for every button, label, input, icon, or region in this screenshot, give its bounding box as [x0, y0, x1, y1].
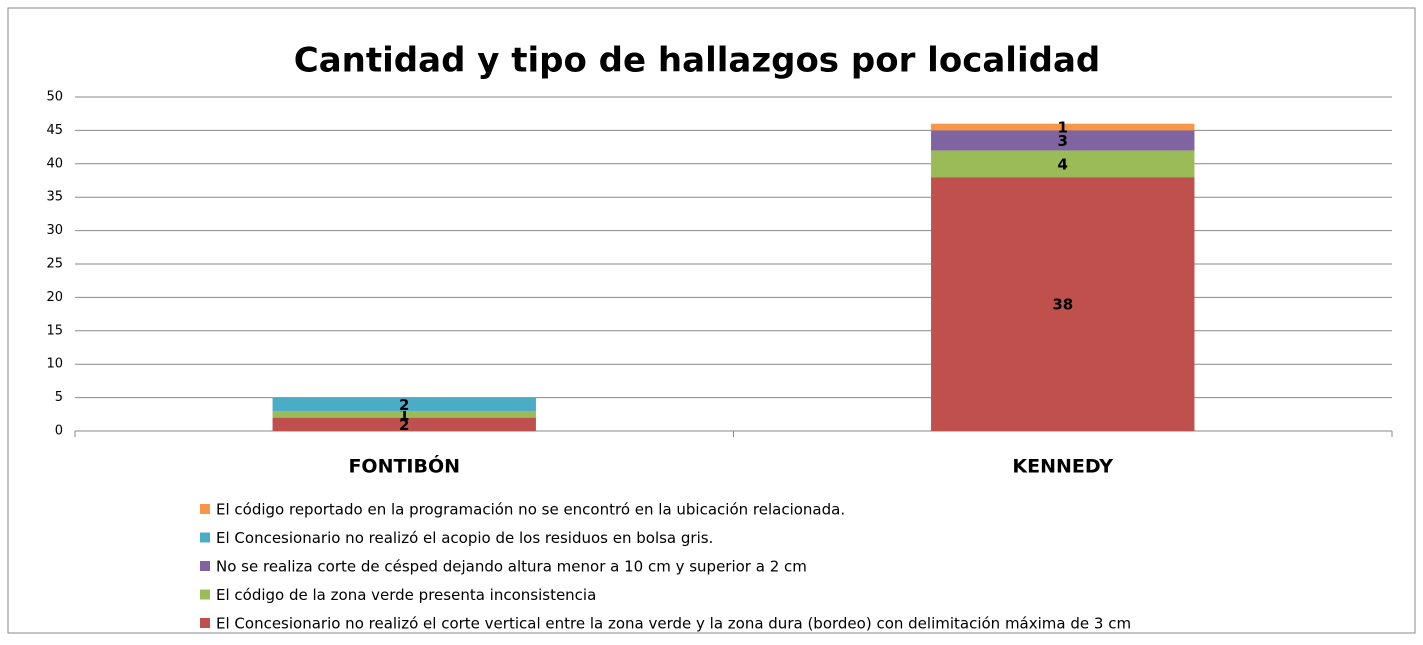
bar-segment [931, 177, 1195, 431]
legend-label: El código reportado en la programación n… [216, 501, 845, 519]
data-label: 3 [1058, 132, 1068, 150]
y-tick-label: 45 [46, 123, 63, 138]
data-label: 38 [1052, 296, 1073, 314]
bar-segment [931, 130, 1195, 151]
bar-segment [272, 417, 536, 431]
legend-swatch [200, 532, 210, 543]
y-tick-label: 15 [46, 323, 63, 338]
legend-label: El código de la zona verde presenta inco… [216, 586, 596, 604]
y-tick-label: 30 [46, 223, 63, 238]
data-label: 4 [1058, 155, 1068, 173]
y-tick-label: 50 [46, 90, 63, 105]
y-tick-label: 0 [55, 424, 63, 439]
y-tick-label: 25 [46, 257, 63, 272]
y-tick-label: 20 [46, 290, 63, 305]
y-tick-label: 40 [46, 156, 63, 171]
data-label: 2 [399, 416, 409, 434]
data-label: 2 [399, 396, 409, 414]
legend-swatch [200, 561, 210, 571]
legend-swatch [200, 618, 210, 628]
y-tick-label: 35 [46, 190, 63, 205]
data-label: 1 [399, 406, 409, 424]
legend-swatch [200, 504, 210, 514]
legend-swatch [200, 589, 210, 600]
legend-label: El Concesionario no realizó el corte ver… [216, 615, 1131, 633]
legend-label: El Concesionario no realizó el acopio de… [216, 529, 713, 547]
data-label: 1 [1058, 119, 1068, 137]
x-tick-label: KENNEDY [1012, 456, 1113, 478]
bar-segment [272, 410, 536, 418]
bar-segment [931, 123, 1195, 131]
bar-segment [272, 397, 536, 411]
y-tick-label: 5 [55, 390, 63, 405]
legend-label: No se realiza corte de césped dejando al… [216, 558, 807, 576]
y-tick-label: 10 [46, 357, 63, 372]
chart-title: Cantidad y tipo de hallazgos por localid… [294, 41, 1100, 81]
x-tick-label: FONTIBÓN [348, 454, 460, 478]
bar-segment [931, 150, 1195, 178]
